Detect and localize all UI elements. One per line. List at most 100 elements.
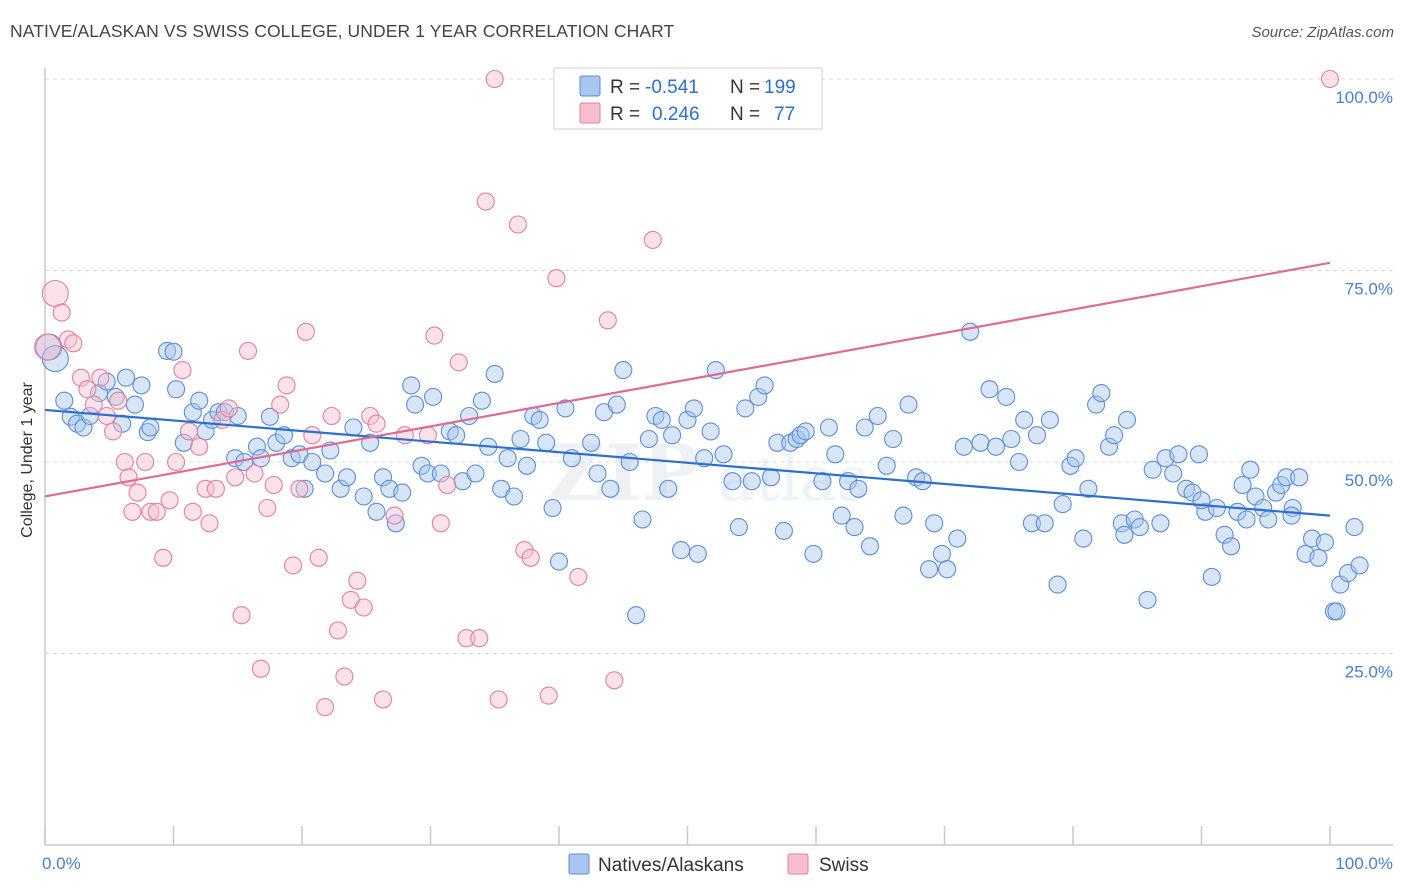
swiss-point [303, 426, 322, 445]
natives-point [961, 322, 980, 341]
natives-point [1027, 426, 1047, 445]
natives-point [804, 544, 823, 563]
natives-point [431, 464, 450, 483]
natives-point [1117, 410, 1137, 429]
natives-point [1237, 510, 1256, 529]
natives-point [1002, 429, 1021, 449]
swiss-point [598, 311, 617, 330]
swiss-point [476, 192, 495, 211]
swiss-point [190, 437, 209, 456]
swiss-point [348, 571, 367, 590]
swiss-point [123, 502, 142, 521]
natives-point [267, 433, 286, 452]
natives-point [517, 456, 536, 475]
legend-swatch-natives[interactable] [568, 853, 590, 875]
swiss-point [290, 479, 309, 498]
swiss-point [34, 333, 62, 361]
natives-point [1099, 437, 1119, 456]
natives-point [755, 376, 774, 395]
natives-point [1196, 502, 1215, 521]
natives-point [736, 399, 755, 418]
swiss-point [41, 279, 69, 308]
natives-point [344, 418, 363, 437]
natives-point [695, 449, 714, 468]
swiss-point [354, 598, 373, 617]
natives-point [1277, 468, 1296, 487]
swiss-point [91, 368, 110, 387]
natives-point [701, 422, 720, 441]
natives-point [337, 468, 357, 487]
natives-point [402, 376, 421, 395]
natives-point [132, 376, 151, 395]
natives-point [845, 518, 864, 537]
legend-swatch-swiss[interactable] [787, 853, 809, 875]
swiss-point [316, 698, 335, 717]
swiss-point [258, 498, 277, 518]
natives-point [948, 529, 967, 548]
swiss-point [385, 506, 404, 525]
swiss-point [245, 464, 264, 483]
natives-point [386, 514, 405, 533]
natives-point [607, 395, 626, 414]
natives-point [472, 391, 491, 410]
stats-legend: R = -0.541 N = 199 R = 0.246 N = 77 [553, 67, 823, 130]
natives-point [582, 433, 601, 452]
natives-point [620, 452, 639, 472]
swiss-point [200, 514, 219, 533]
natives-point [424, 387, 443, 406]
natives-point [652, 410, 671, 429]
natives-point [1079, 479, 1098, 498]
natives-point [614, 361, 633, 380]
swiss-point [251, 659, 270, 678]
y-tick-label: 25.0% [1345, 663, 1393, 682]
swiss-point [183, 502, 202, 521]
swiss-point [547, 269, 566, 288]
legend-label-natives[interactable]: Natives/Alaskans [598, 855, 744, 876]
natives-point [367, 502, 386, 521]
natives-point [1169, 445, 1188, 464]
swiss-point [136, 452, 155, 472]
natives-point [1254, 498, 1273, 518]
natives-point [980, 380, 999, 399]
natives-point [813, 472, 832, 491]
natives-point [460, 406, 479, 426]
swiss-point [238, 341, 258, 360]
swiss-point [425, 326, 444, 345]
swiss-point [335, 667, 354, 686]
natives-point [125, 395, 144, 414]
swiss-point [167, 452, 186, 472]
swiss-point [52, 303, 71, 322]
swiss-point [78, 380, 97, 399]
natives-point [316, 464, 335, 483]
legend-label-swiss[interactable]: Swiss [819, 855, 869, 876]
natives-point [819, 418, 838, 437]
natives-point [1189, 445, 1208, 464]
x-tick-label-min: 0.0% [42, 854, 81, 873]
chart-title: NATIVE/ALASKAN VS SWISS COLLEGE, UNDER 1… [10, 21, 675, 41]
swiss-point [196, 479, 215, 498]
natives-point [116, 368, 136, 387]
natives-point [1309, 548, 1328, 567]
swiss-point [569, 567, 588, 586]
swiss-point [64, 334, 83, 353]
natives-point [1259, 510, 1278, 529]
natives-point [1009, 452, 1029, 472]
swiss-point [160, 491, 179, 510]
stats-r-value-natives: -0.541 [645, 77, 699, 98]
natives-point [466, 464, 485, 483]
natives-point [868, 406, 887, 426]
natives-point [1290, 468, 1309, 487]
swiss-point [643, 230, 662, 249]
swiss-point [539, 686, 558, 705]
natives-point [1315, 533, 1334, 552]
swiss-point [271, 395, 290, 414]
natives-point [688, 544, 707, 563]
natives-point [1130, 518, 1149, 537]
series-natives-alaskans [35, 322, 1369, 625]
swiss-point [179, 422, 198, 441]
natives-point [530, 410, 549, 429]
swiss-point [489, 690, 508, 709]
stats-swatch-natives [579, 75, 601, 97]
swiss-point [457, 629, 476, 648]
natives-point [601, 479, 620, 498]
